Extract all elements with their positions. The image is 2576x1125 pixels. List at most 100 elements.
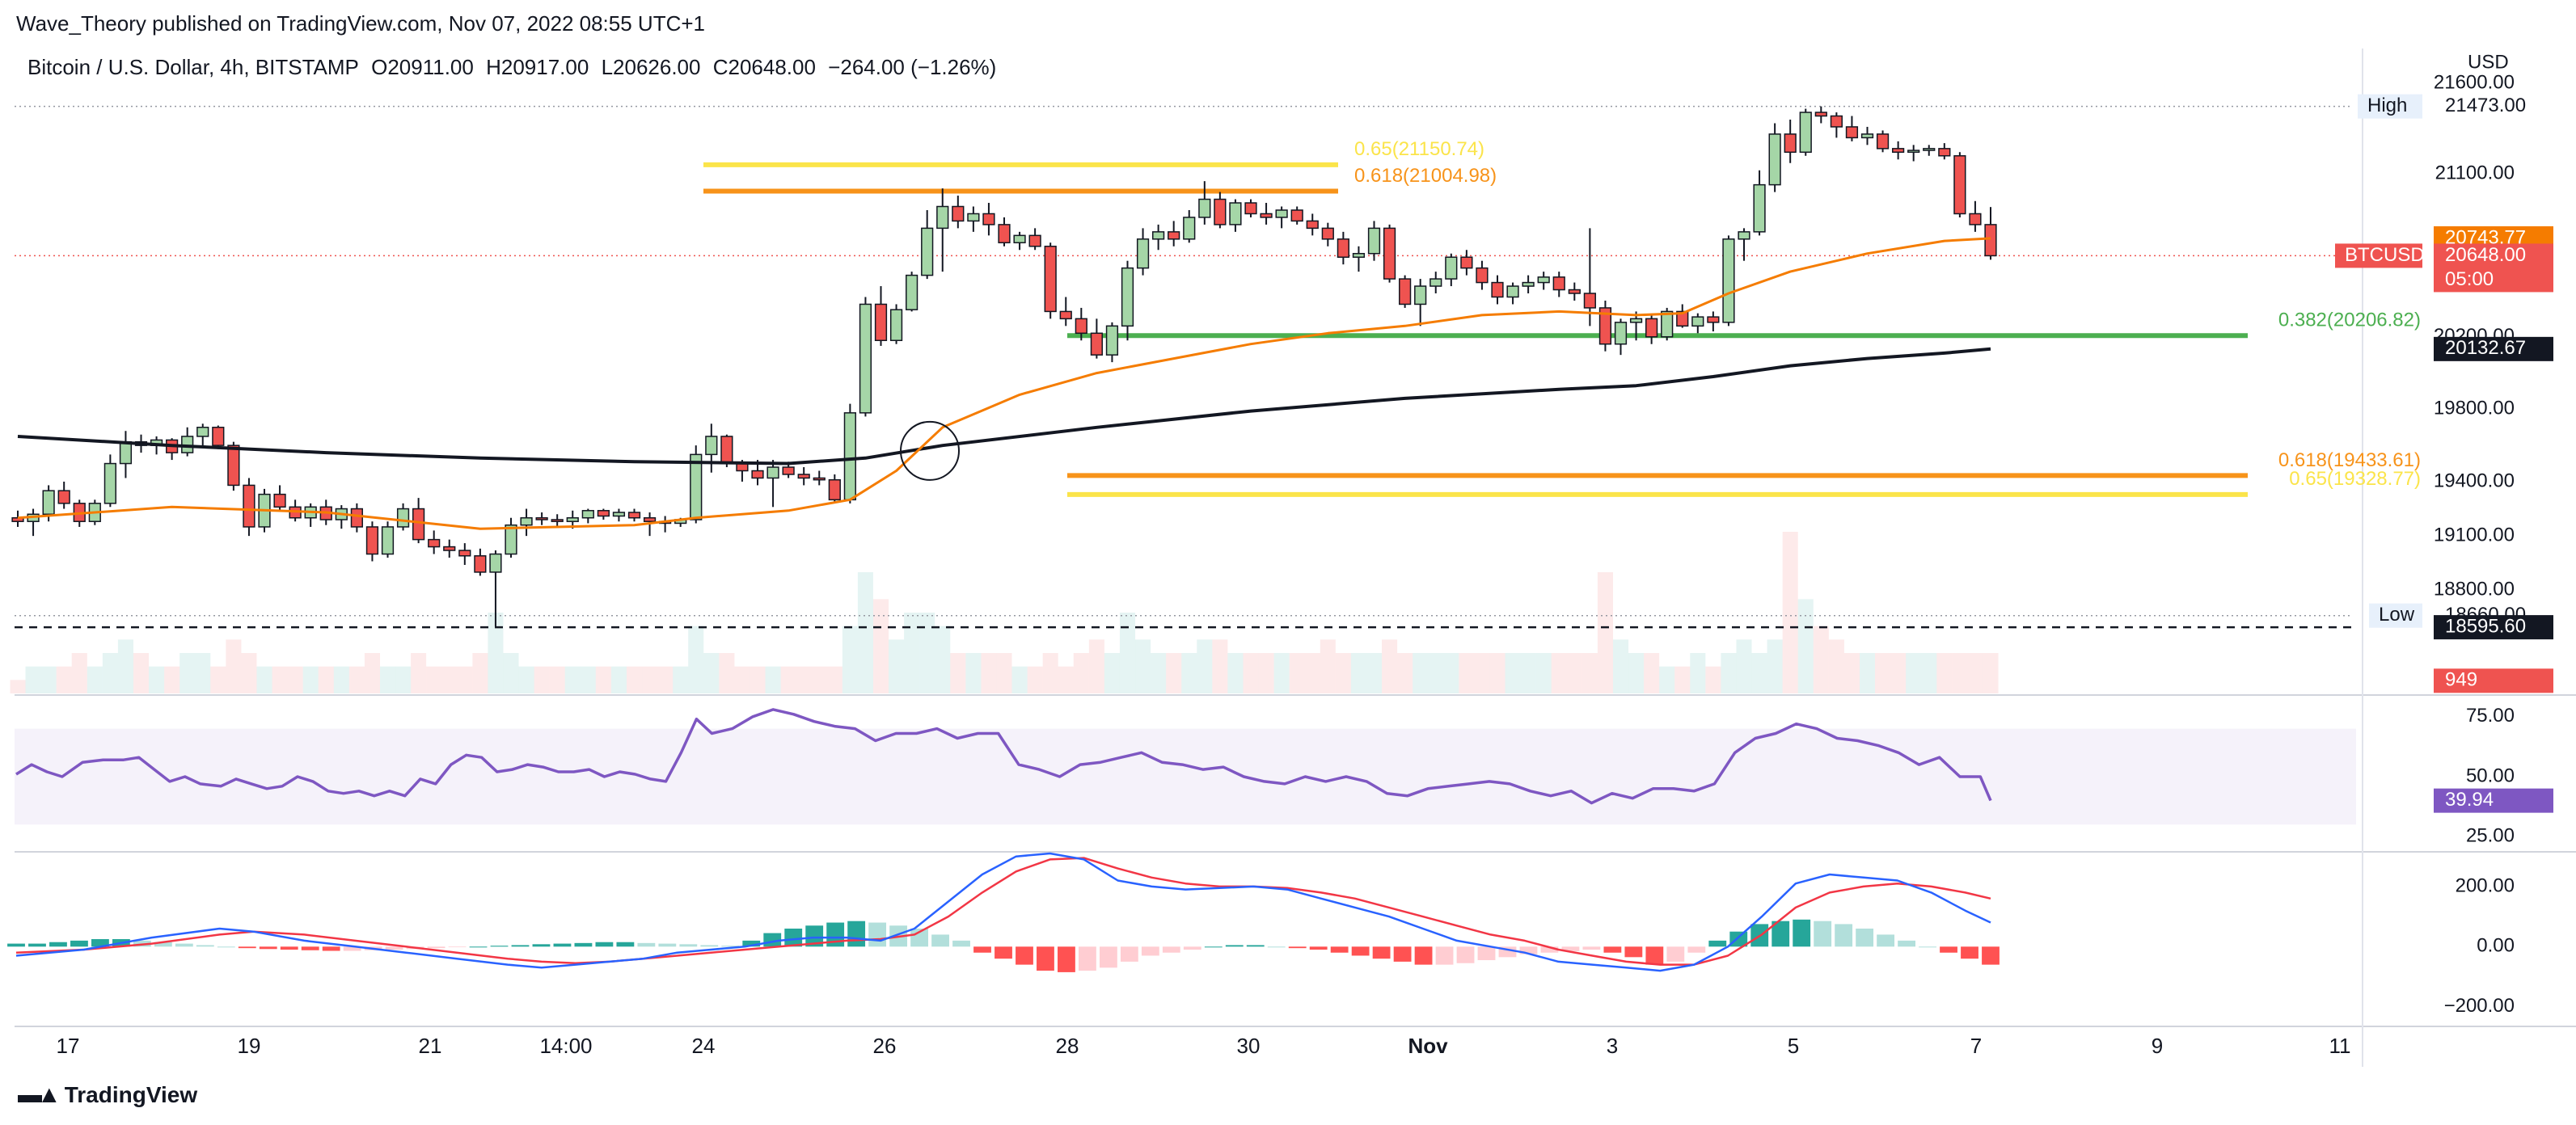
ohlc-high: H20917.00 [486,55,589,79]
volume-bar [750,666,766,693]
volume-bar [1705,666,1721,693]
candle-body [212,427,225,446]
macd-histogram-bar [259,946,277,950]
price-axis-tick: 21100.00 [2435,162,2515,184]
ohlc-change: −264.00 (−1.26%) [828,55,997,79]
volume-bar [1721,653,1737,693]
macd-histogram-bar [847,921,866,947]
volume-bar [318,666,334,693]
macd-histogram-bar [70,940,88,947]
macd-histogram-bar [1477,946,1496,961]
volume-bar [395,666,412,693]
macd-axis-tick: 0.00 [2477,935,2515,957]
macd-histogram-bar [1435,946,1454,965]
candle-body [1892,148,1905,154]
candle-body [42,490,55,516]
volume-bar [1413,653,1429,693]
volume-bar [1906,653,1922,693]
candle-body [1923,148,1936,151]
macd-histogram-bar [1645,946,1664,965]
price-axis-label: 18595.60 [2445,615,2526,637]
macd-histogram-bar [1772,921,1790,947]
volume-bar [1135,639,1151,693]
price-axis-tag: High [2367,95,2407,116]
time-axis-tick: 11 [2329,1034,2351,1058]
time-axis-tick: 17 [57,1034,80,1058]
volume-bar [179,653,196,693]
fib-level-label: 0.618(21004.98) [1354,165,1497,187]
candle-body [1183,217,1196,240]
volume-bar [348,666,365,693]
candle-body [1229,202,1242,225]
macd-histogram-bar [511,945,530,947]
volume-bar [1011,666,1028,693]
symbol-name[interactable]: Bitcoin / U.S. Dollar, 4h, BITSTAMP [27,55,359,79]
crossover-circle [900,420,960,481]
volume-bar [996,653,1012,693]
price-axis-tag: BTCUSD [2345,244,2425,266]
candle-body [1075,318,1087,335]
macd-histogram-bar [616,942,635,947]
macd-histogram-bar [238,946,256,949]
candle-body [103,462,116,504]
macd-signal-line [15,857,1991,966]
ema-fast-line [17,237,1991,530]
candle-body [243,484,255,528]
candle-body [1645,318,1658,338]
candle-body [1214,198,1227,225]
candle-body [936,205,949,230]
macd-histogram-bar [1456,946,1475,963]
candle-body [273,493,286,508]
candle-body [1552,276,1565,291]
volume-bar [1597,572,1613,693]
tradingview-logo[interactable]: ▬▲ TradingView [18,1081,197,1109]
candle-body [1168,231,1180,240]
volume-bar [133,653,150,693]
candle-body [1290,209,1303,222]
macd-histogram-bar [1058,946,1075,972]
macd-histogram-bar [1519,946,1538,954]
candle-body [967,213,980,222]
candle-body [751,470,764,479]
macd-histogram-bar [301,946,319,950]
candle-body [1938,148,1951,157]
candle-body [57,490,70,504]
macd-histogram-bar [196,945,214,947]
candle-body [859,303,872,414]
candle-body [1907,150,1920,154]
candle-body [782,466,795,475]
volume-bar [1983,653,1999,693]
candle-body [1768,133,1781,186]
volume-bar [472,653,488,693]
volume-bar [164,666,180,693]
macd-histogram-bar [427,946,446,949]
fib-level-label: 0.65(19328.77) [2289,468,2421,490]
volume-bar [210,666,226,693]
candle-body [1476,267,1489,284]
candle-body [1460,256,1473,269]
candle-body [1522,281,1535,287]
macd-histogram-bar [1288,946,1307,949]
volume-bar [1875,653,1891,693]
volume-bar [287,666,303,693]
candle-body [1738,231,1750,240]
volume-bar [1382,639,1398,693]
macd-histogram-bar [700,945,719,947]
macd-histogram-bar [742,940,761,947]
macd-histogram-bar [1351,946,1370,956]
volume-bar [842,626,858,693]
rsi-axis-tick: 75.00 [2466,705,2515,727]
fib-level-label: 0.618(19433.61) [2278,449,2421,471]
volume-bar [518,666,534,693]
volume-bar [595,666,611,693]
volume-bar [117,639,133,693]
price-axis-tag-box [2358,94,2422,119]
volume-bar [1967,653,1983,693]
macd-histogram-bar [973,946,991,953]
macd-histogram-bar [784,928,803,947]
volume-bar [1751,653,1767,693]
fib-level-label: 0.65(21150.74) [1354,138,1484,160]
price-axis-countdown: 05:00 [2445,268,2494,290]
macd-histogram-bar [574,942,593,947]
